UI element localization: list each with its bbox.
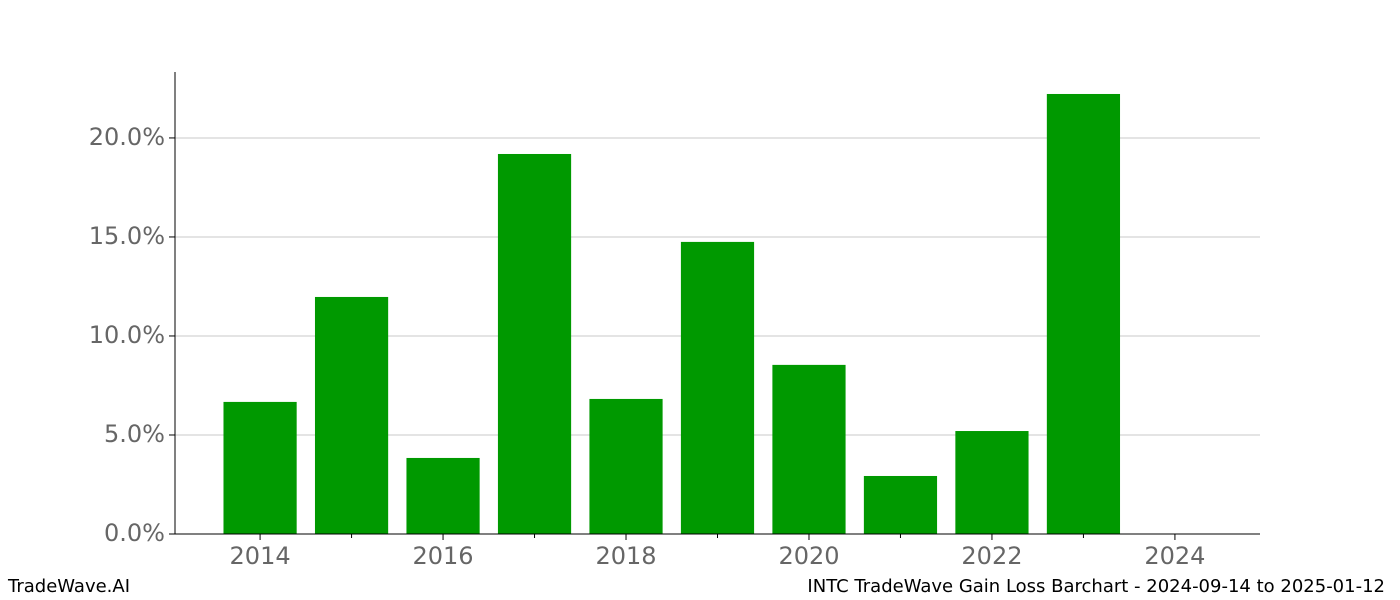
bar bbox=[223, 401, 297, 534]
bar bbox=[589, 398, 663, 534]
footer-left: TradeWave.AI bbox=[7, 576, 130, 597]
x-tick-label: 2020 bbox=[778, 542, 839, 570]
bar bbox=[772, 364, 846, 534]
bar bbox=[314, 296, 389, 534]
y-tick-label: 15.0% bbox=[89, 222, 165, 250]
bar bbox=[863, 475, 938, 534]
x-tick-label: 2024 bbox=[1144, 542, 1205, 570]
y-tick-label: 10.0% bbox=[89, 321, 165, 349]
bar bbox=[406, 457, 480, 534]
bar bbox=[955, 431, 1029, 534]
y-tick-label: 20.0% bbox=[89, 123, 165, 151]
x-tick-label: 2016 bbox=[413, 542, 474, 570]
bar bbox=[497, 153, 572, 535]
footer-right: INTC TradeWave Gain Loss Barchart - 2024… bbox=[807, 576, 1385, 597]
bar bbox=[1046, 93, 1121, 534]
y-tick-label: 5.0% bbox=[104, 420, 165, 448]
x-tick-label: 2022 bbox=[961, 542, 1022, 570]
y-tick-label: 0.0% bbox=[104, 519, 165, 547]
x-tick-label: 2018 bbox=[595, 542, 656, 570]
x-tick-label: 2014 bbox=[230, 542, 291, 570]
bar bbox=[680, 241, 755, 535]
